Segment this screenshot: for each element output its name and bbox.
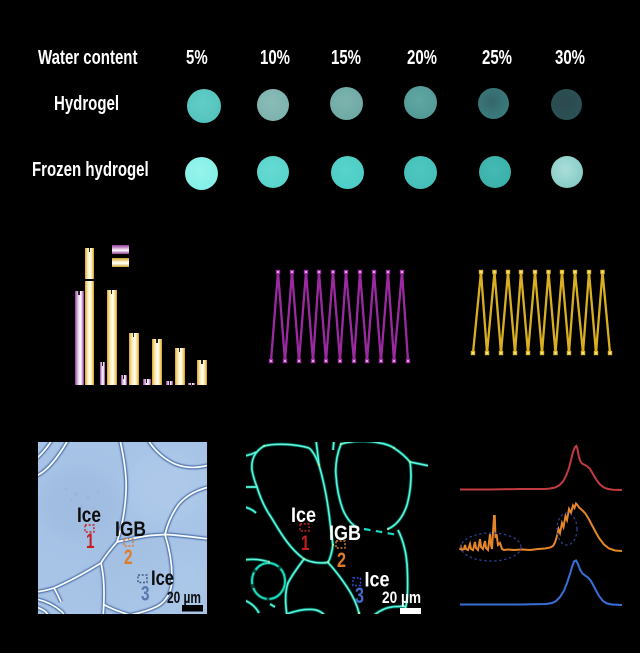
svg-text:2: 2 (337, 549, 346, 572)
svg-text:20 µm: 20 µm (382, 588, 421, 607)
svg-text:20 µm: 20 µm (167, 588, 201, 607)
svg-text:IGB: IGB (329, 522, 361, 545)
svg-text:3: 3 (141, 583, 150, 606)
svg-text:1: 1 (301, 532, 310, 555)
svg-text:Ice: Ice (151, 567, 174, 590)
svg-text:2: 2 (124, 546, 133, 569)
svg-text:Ice: Ice (365, 569, 390, 592)
svg-text:3: 3 (355, 583, 364, 608)
svg-text:Ice: Ice (291, 504, 316, 527)
svg-text:Ice: Ice (77, 504, 101, 527)
svg-text:1: 1 (86, 530, 95, 553)
svg-text:IGB: IGB (115, 518, 146, 541)
